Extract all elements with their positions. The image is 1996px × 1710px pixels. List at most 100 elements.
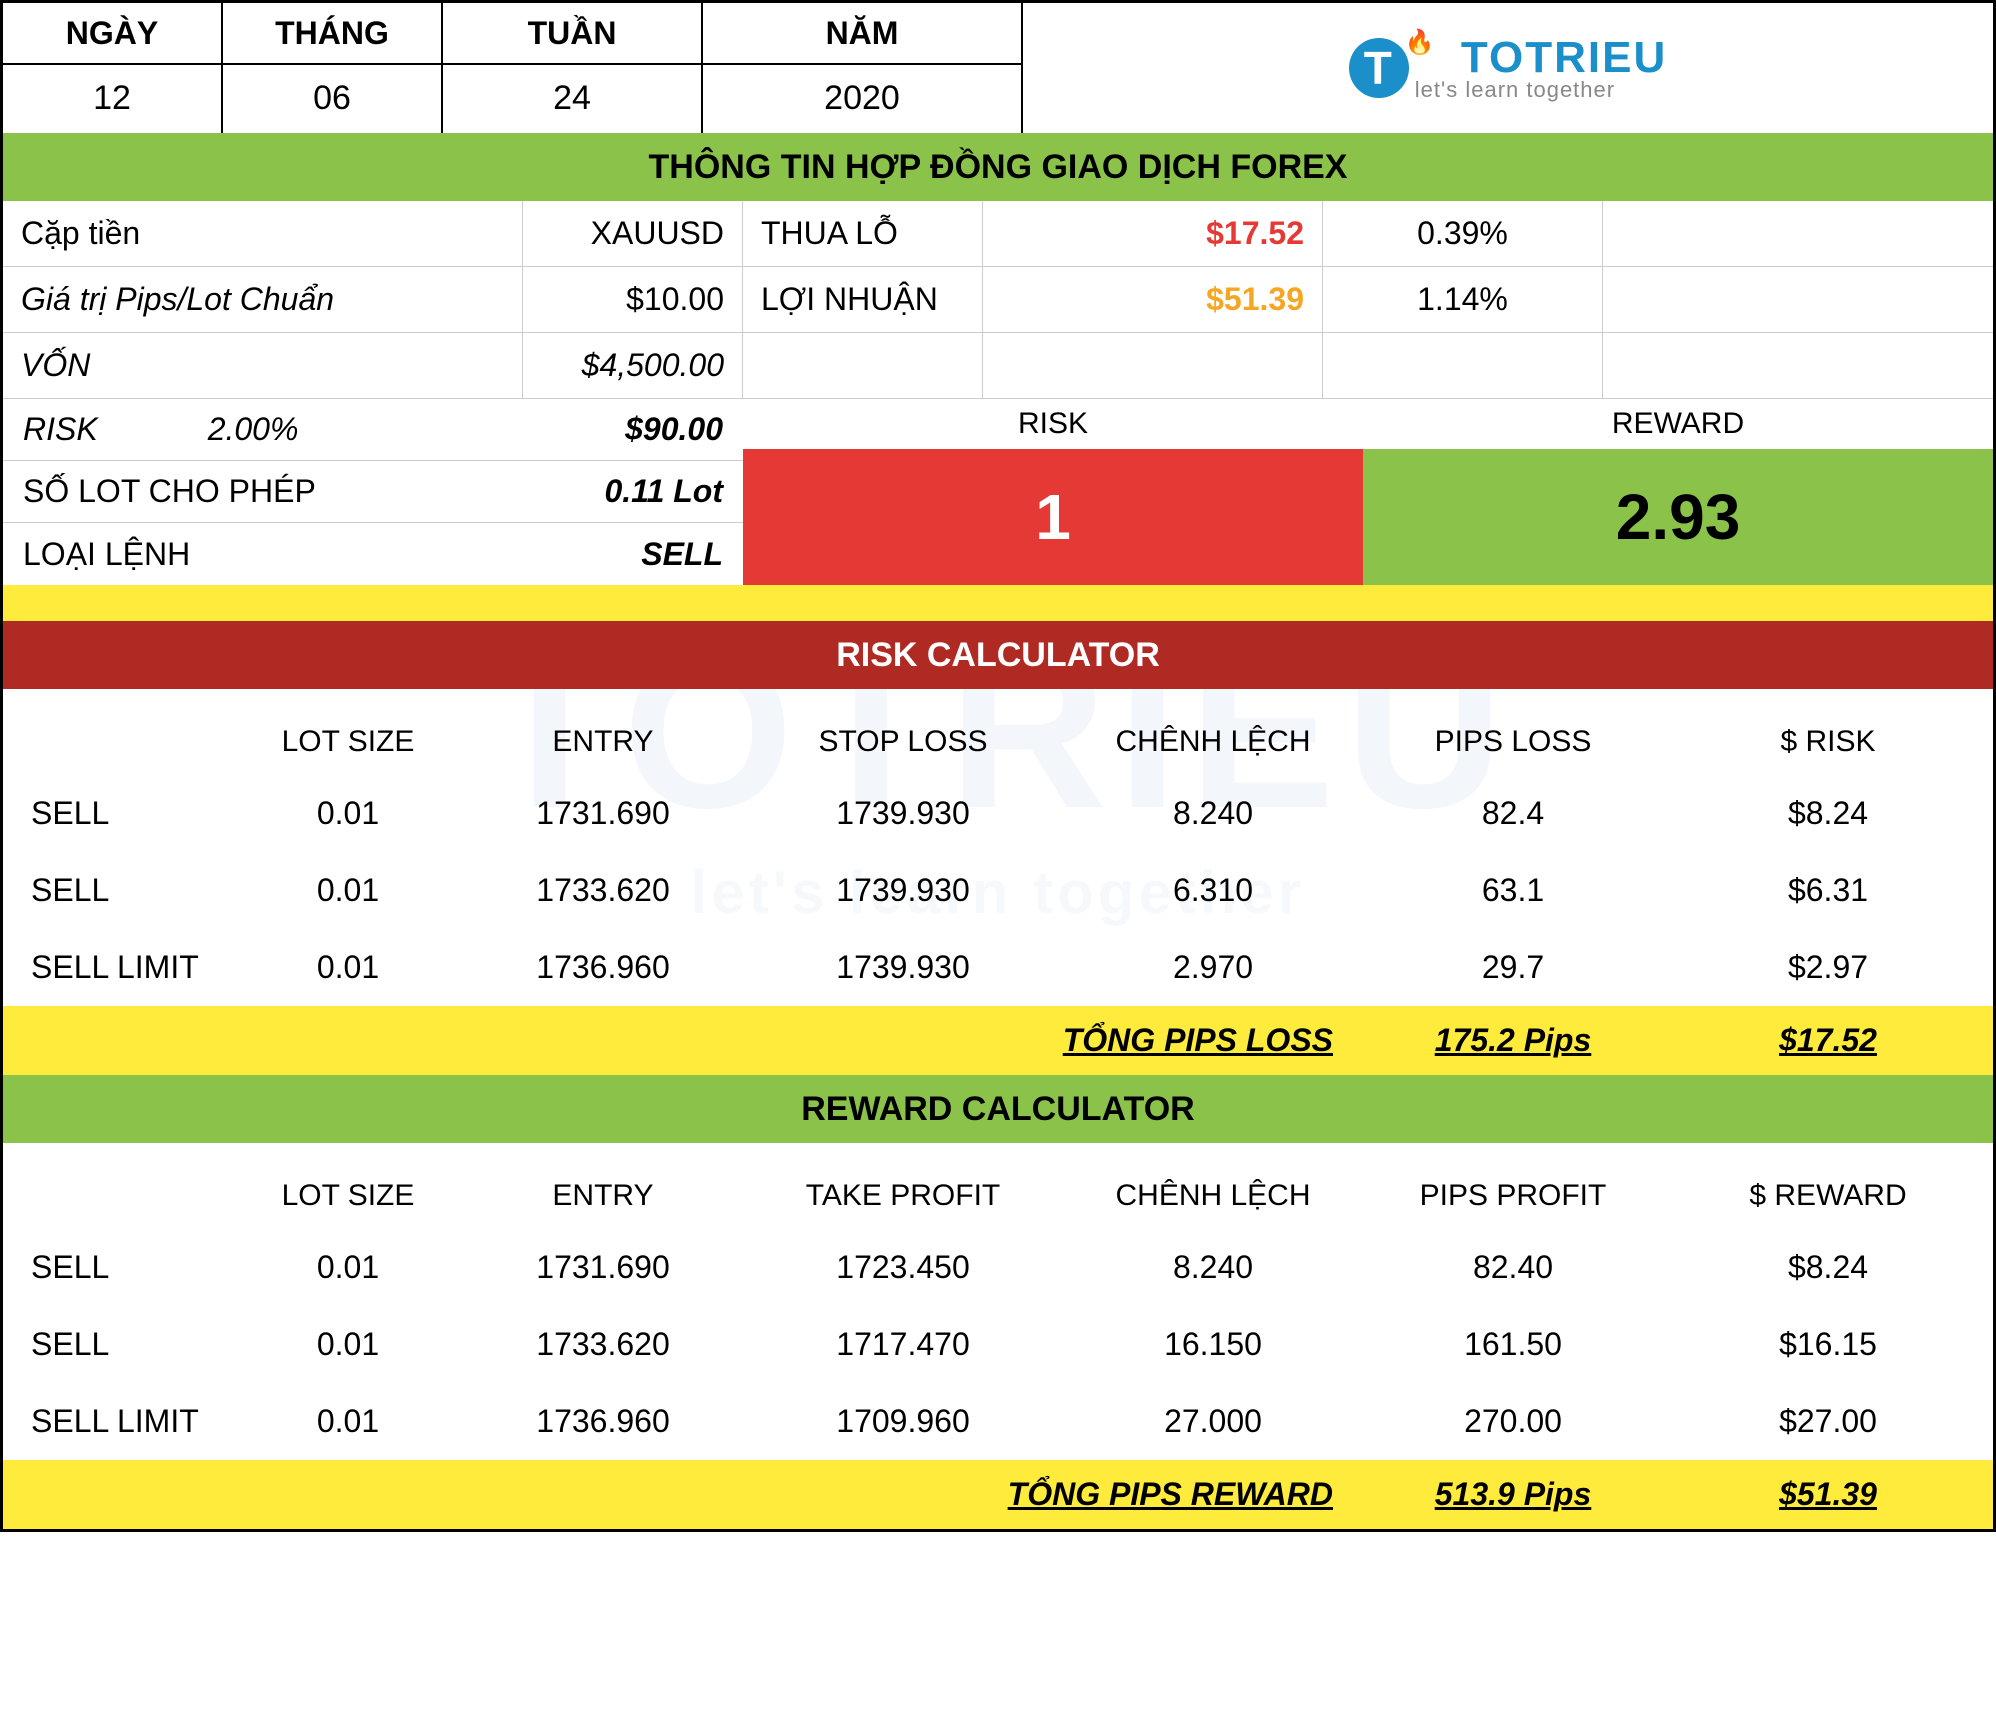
order-value: SELL — [641, 536, 723, 573]
reward-cell: SELL — [3, 1306, 233, 1383]
reward-cell: $8.24 — [1663, 1229, 1993, 1306]
contract-info-grid: Cặp tiền XAUUSD THUA LỖ $17.52 0.39% Giá… — [3, 201, 1993, 399]
date-month-label: THÁNG — [223, 3, 441, 65]
logo-badge-icon: T — [1349, 38, 1409, 98]
risk-h0 — [3, 709, 233, 775]
risk-h2: ENTRY — [463, 709, 743, 775]
section-contract-title: THÔNG TIN HỢP ĐỒNG GIAO DỊCH FOREX — [3, 133, 1993, 201]
reward-cell: 1717.470 — [743, 1306, 1063, 1383]
risk-cell: 1739.930 — [743, 852, 1063, 929]
risk-calc-header: LOT SIZE ENTRY STOP LOSS CHÊNH LỆCH PIPS… — [3, 689, 1993, 775]
logo-name: TOTRIEU — [1461, 33, 1667, 82]
logo: T 🔥 TOTRIEU let's learn together — [1023, 3, 1993, 133]
rr-reward-value: 2.93 — [1363, 449, 1993, 585]
rr-reward-label: REWARD — [1363, 399, 1993, 449]
reward-h1: LOT SIZE — [233, 1163, 463, 1229]
empty-3d — [1603, 333, 1993, 399]
risk-cell: 6.310 — [1063, 852, 1363, 929]
order-label: LOẠI LỆNH — [23, 536, 190, 573]
reward-cell: 0.01 — [233, 1383, 463, 1460]
yellow-separator-1 — [3, 585, 1993, 621]
date-year-cell: NĂM 2020 — [703, 3, 1023, 133]
date-year-value: 2020 — [703, 65, 1021, 131]
logo-flames-icon: 🔥 — [1405, 29, 1437, 56]
reward-h0 — [3, 1163, 233, 1229]
loss-value: $17.52 — [983, 201, 1323, 267]
rr-left-labels: RISK 2.00% $90.00 SỐ LOT CHO PHÉP 0.11 L… — [3, 399, 743, 585]
reward-cell: 27.000 — [1063, 1383, 1363, 1460]
profit-label: LỢI NHUẬN — [743, 267, 983, 333]
reward-row: SELL0.011731.6901723.4508.24082.40$8.24 — [3, 1229, 1993, 1306]
rr-risk-block: RISK 1 — [743, 399, 1363, 585]
risk-h1: LOT SIZE — [233, 709, 463, 775]
lot-label: SỐ LOT CHO PHÉP — [23, 473, 316, 510]
risk-cell: 1736.960 — [463, 929, 743, 1006]
reward-cell: 0.01 — [233, 1306, 463, 1383]
reward-total-label: TỔNG PIPS REWARD — [743, 1460, 1363, 1529]
date-week-label: TUẦN — [443, 3, 701, 65]
reward-cell: 82.40 — [1363, 1229, 1663, 1306]
risk-cell: SELL LIMIT — [3, 929, 233, 1006]
pair-value: XAUUSD — [523, 201, 743, 267]
reward-calc-total: TỔNG PIPS REWARD 513.9 Pips $51.39 — [3, 1460, 1993, 1529]
reward-cell: SELL — [3, 1229, 233, 1306]
risk-cell: 63.1 — [1363, 852, 1663, 929]
risk-reward-band: RISK 2.00% $90.00 SỐ LOT CHO PHÉP 0.11 L… — [3, 399, 1993, 585]
empty-3c — [1323, 333, 1603, 399]
risk-h3: STOP LOSS — [743, 709, 1063, 775]
risk-cell: 0.01 — [233, 929, 463, 1006]
reward-total-usd: $51.39 — [1663, 1460, 1993, 1529]
risk-cell: $6.31 — [1663, 852, 1993, 929]
loss-pct: 0.39% — [1323, 201, 1603, 267]
reward-h3: TAKE PROFIT — [743, 1163, 1063, 1229]
risk-cell: 29.7 — [1363, 929, 1663, 1006]
empty-1 — [1603, 201, 1993, 267]
risk-cell: 0.01 — [233, 775, 463, 852]
profit-pct: 1.14% — [1323, 267, 1603, 333]
reward-cell: 1733.620 — [463, 1306, 743, 1383]
date-year-label: NĂM — [703, 3, 1021, 65]
pip-value: $10.00 — [523, 267, 743, 333]
lot-row: SỐ LOT CHO PHÉP 0.11 Lot — [3, 461, 743, 523]
risk-h4: CHÊNH LỆCH — [1063, 709, 1363, 775]
date-month-cell: THÁNG 06 — [223, 3, 443, 133]
reward-calc-table: LOT SIZE ENTRY TAKE PROFIT CHÊNH LỆCH PI… — [3, 1143, 1993, 1529]
reward-total-pips: 513.9 Pips — [1363, 1460, 1663, 1529]
risk-total-label: TỔNG PIPS LOSS — [743, 1006, 1363, 1075]
risk-row: SELL0.011733.6201739.9306.31063.1$6.31 — [3, 852, 1993, 929]
rr-risk-value: 1 — [743, 449, 1363, 585]
section-risk-calc-title: RISK CALCULATOR — [3, 621, 1993, 689]
rr-reward-block: REWARD 2.93 — [1363, 399, 1993, 585]
reward-cell: SELL LIMIT — [3, 1383, 233, 1460]
risk-cell: 1739.930 — [743, 775, 1063, 852]
reward-cell: 1709.960 — [743, 1383, 1063, 1460]
reward-cell: 0.01 — [233, 1229, 463, 1306]
risk-cell: SELL — [3, 852, 233, 929]
risk-row: SELL0.011731.6901739.9308.24082.4$8.24 — [3, 775, 1993, 852]
pip-label: Giá trị Pips/Lot Chuẩn — [3, 267, 523, 333]
risk-cell: $2.97 — [1663, 929, 1993, 1006]
reward-cell: 16.150 — [1063, 1306, 1363, 1383]
risk-calc-total: TỔNG PIPS LOSS 175.2 Pips $17.52 — [3, 1006, 1993, 1075]
risk-cell: 2.970 — [1063, 929, 1363, 1006]
reward-cell: 1723.450 — [743, 1229, 1063, 1306]
reward-cell: 161.50 — [1363, 1306, 1663, 1383]
loss-label: THUA LỖ — [743, 201, 983, 267]
risk-cell: 0.01 — [233, 852, 463, 929]
date-day-value: 12 — [3, 65, 221, 131]
risk-cell: $8.24 — [1663, 775, 1993, 852]
section-reward-calc-title: REWARD CALCULATOR — [3, 1075, 1993, 1143]
risk-pct: 2.00% — [208, 411, 299, 448]
reward-cell: 8.240 — [1063, 1229, 1363, 1306]
risk-cell: 82.4 — [1363, 775, 1663, 852]
reward-row: SELL LIMIT0.011736.9601709.96027.000270.… — [3, 1383, 1993, 1460]
risk-row: SELL LIMIT0.011736.9601739.9302.97029.7$… — [3, 929, 1993, 1006]
pair-label: Cặp tiền — [3, 201, 523, 267]
risk-cell: 8.240 — [1063, 775, 1363, 852]
date-day-label: NGÀY — [3, 3, 221, 65]
risk-h6: $ RISK — [1663, 709, 1993, 775]
risk-cell: 1731.690 — [463, 775, 743, 852]
reward-cell: 270.00 — [1363, 1383, 1663, 1460]
reward-cell: 1731.690 — [463, 1229, 743, 1306]
date-month-value: 06 — [223, 65, 441, 131]
